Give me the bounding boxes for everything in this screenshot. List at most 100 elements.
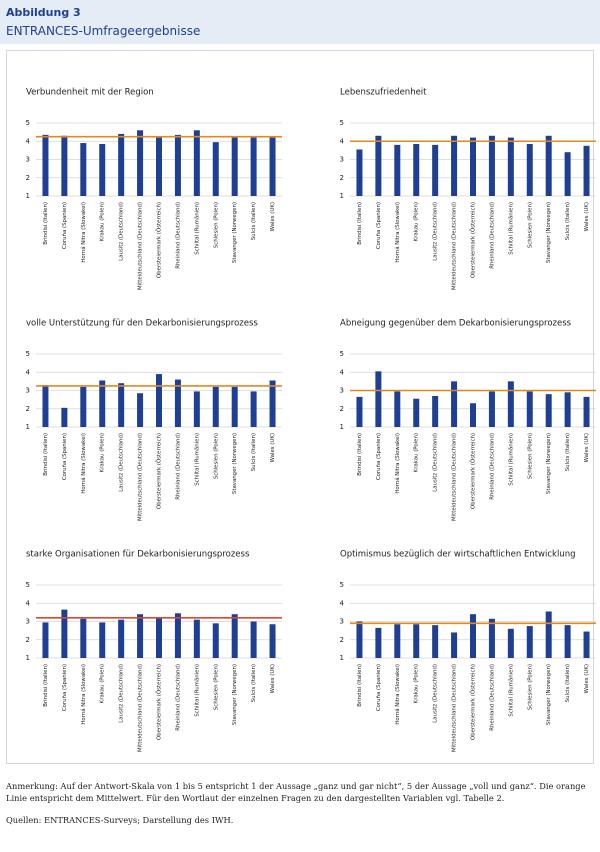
- x-tick-label: Brindisi (Italien): [357, 433, 363, 476]
- y-tick-label: 3: [340, 387, 344, 395]
- bar: [394, 624, 401, 658]
- y-tick-label: 1: [340, 654, 344, 662]
- y-tick-label: 3: [26, 618, 30, 626]
- x-tick-label: Mitteldeutschland (Deutschland): [452, 433, 458, 521]
- x-tick-label: Schlesien (Polen): [527, 664, 533, 710]
- x-tick-label: Schiltal (Rumänien): [508, 433, 514, 486]
- bar: [432, 144, 439, 196]
- x-tick-label: Rheinland (Deutschland): [175, 433, 181, 500]
- x-tick-label: Sulcis (Italien): [251, 664, 257, 702]
- bar: [61, 135, 68, 196]
- figure-label: Abbildung 3: [6, 6, 81, 19]
- y-tick-label: 4: [26, 368, 31, 376]
- note: Anmerkung: Auf der Antwort-Skala von 1 b…: [6, 781, 586, 803]
- bar: [174, 134, 181, 196]
- y-tick-label: 4: [26, 599, 31, 607]
- bar: [564, 625, 571, 658]
- x-tick-label: Schlesien (Polen): [527, 433, 533, 479]
- bar: [193, 130, 200, 196]
- x-tick-label: Krakau (Polen): [100, 433, 106, 472]
- bar: [526, 626, 533, 658]
- y-tick-label: 2: [26, 405, 30, 413]
- bar: [545, 611, 552, 658]
- x-tick-label: Schiltal (Rumänien): [194, 433, 200, 486]
- x-tick-label: Coruña (Spanien): [376, 433, 382, 480]
- bar: [156, 374, 162, 427]
- bar: [375, 627, 382, 658]
- bar: [488, 618, 495, 658]
- bar: [156, 617, 162, 658]
- bar: [193, 619, 200, 658]
- y-tick-label: 2: [340, 405, 344, 413]
- header: Abbildung 3 ENTRANCES-Umfrageergebnisse: [0, 0, 600, 44]
- x-tick-label: Wales (UK): [584, 202, 590, 231]
- x-tick-label: Mitteldeutschland (Deutschland): [138, 202, 144, 290]
- bar: [250, 391, 257, 427]
- y-tick-label: 3: [26, 156, 30, 164]
- chart-title: Verbundenheit mit der Region: [26, 88, 154, 98]
- x-tick-label: Horná Nitra (Slowakei): [394, 202, 401, 263]
- x-tick-label: Horná Nitra (Slowakei): [394, 433, 401, 494]
- bar: [61, 609, 68, 658]
- bar: [269, 380, 276, 427]
- bar: [174, 379, 181, 427]
- x-tick-label: Schiltal (Rumänien): [194, 664, 200, 717]
- x-tick-label: Rheinland (Deutschland): [489, 433, 495, 500]
- x-tick-label: Stavanger (Norwegen): [546, 433, 552, 494]
- bar: [394, 144, 401, 196]
- x-tick-label: Obersteiermark (Österreich): [470, 202, 477, 278]
- bar: [413, 143, 420, 196]
- x-tick-label: Obersteiermark (Österreich): [156, 433, 163, 509]
- bar: [451, 381, 458, 427]
- x-tick-label: Coruña (Spanien): [376, 202, 382, 249]
- chart-title: Optimismus bezüglich der wirtschaftliche…: [340, 550, 575, 560]
- bar: [564, 392, 571, 427]
- bar: [583, 631, 590, 658]
- y-tick-label: 4: [340, 137, 345, 145]
- x-tick-label: Horná Nitra (Slowakei): [80, 433, 87, 494]
- x-tick-label: Schiltal (Rumänien): [508, 202, 514, 255]
- bar: [212, 142, 219, 196]
- chart-title: volle Unterstützung für den Dekarbonisie…: [26, 319, 258, 329]
- bar: [545, 394, 552, 427]
- bar: [564, 152, 571, 196]
- x-tick-label: Schlesien (Polen): [213, 664, 219, 710]
- bar: [507, 628, 514, 658]
- x-tick-label: Sulcis (Italien): [565, 202, 571, 240]
- bar: [583, 145, 590, 196]
- x-tick-label: Brindisi (Italien): [43, 433, 49, 476]
- y-tick-label: 1: [26, 654, 30, 662]
- bar: [80, 618, 87, 658]
- y-tick-label: 5: [340, 119, 344, 127]
- bar: [231, 386, 238, 427]
- x-tick-label: Sulcis (Italien): [565, 664, 571, 702]
- x-tick-label: Obersteiermark (Österreich): [156, 202, 163, 278]
- bar: [212, 386, 219, 427]
- bar: [231, 137, 238, 196]
- bar: [118, 133, 125, 196]
- bar: [356, 621, 363, 658]
- bar: [356, 396, 363, 427]
- bar: [99, 143, 106, 196]
- bar: [250, 621, 257, 658]
- y-tick-label: 3: [340, 156, 344, 164]
- bar: [193, 391, 200, 427]
- x-tick-label: Mitteldeutschland (Deutschland): [452, 202, 458, 290]
- x-tick-label: Rheinland (Deutschland): [175, 202, 181, 269]
- bar: [174, 613, 181, 658]
- y-tick-label: 5: [340, 581, 344, 589]
- bar: [356, 149, 363, 196]
- x-tick-label: Krakau (Polen): [414, 664, 420, 703]
- y-tick-label: 1: [340, 192, 344, 200]
- bar: [137, 614, 144, 658]
- bar: [212, 623, 219, 658]
- bar: [488, 135, 495, 196]
- x-tick-label: Stavanger (Norwegen): [546, 664, 552, 725]
- x-tick-label: Rheinland (Deutschland): [489, 664, 495, 731]
- y-tick-label: 5: [26, 119, 30, 127]
- y-tick-label: 3: [340, 618, 344, 626]
- bar: [269, 137, 276, 196]
- y-tick-label: 1: [340, 423, 344, 431]
- y-tick-label: 2: [340, 174, 344, 182]
- chart-title: starke Organisationen für Dekarbonisieru…: [26, 550, 250, 560]
